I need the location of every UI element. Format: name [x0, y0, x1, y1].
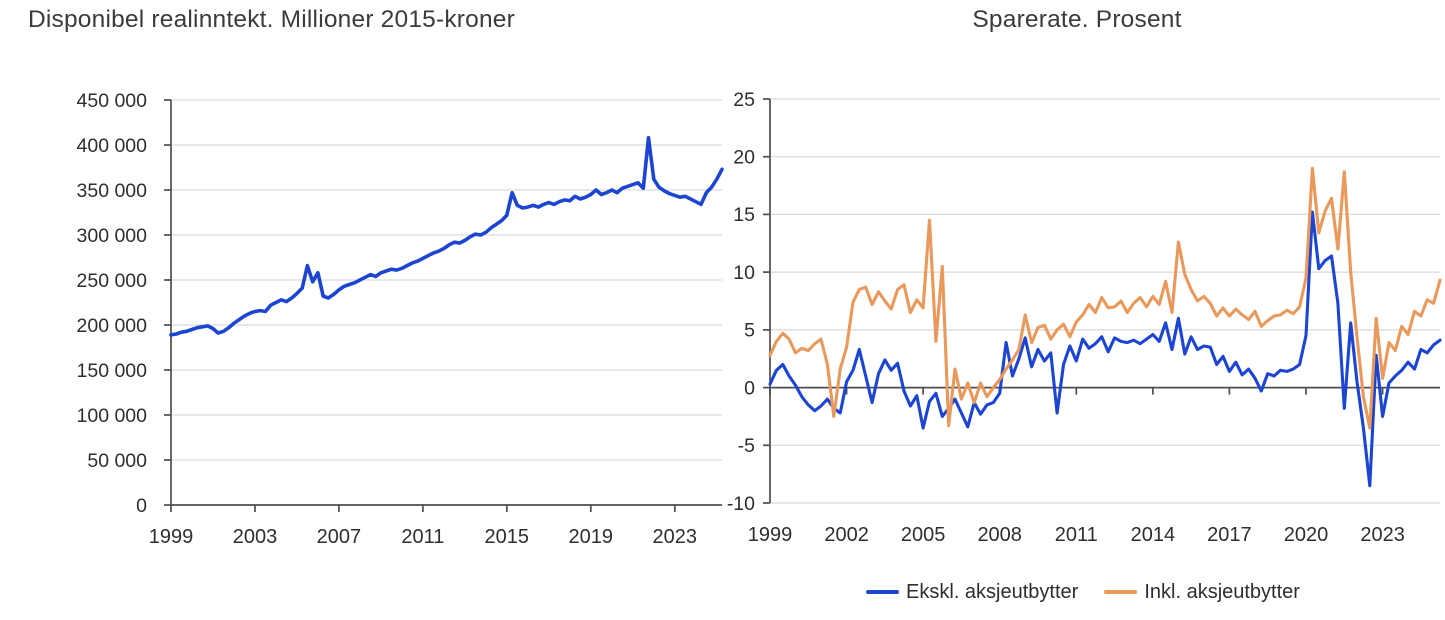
y-tick-label: 150 000 — [77, 360, 148, 382]
legend-swatch-orange-line — [1104, 589, 1138, 595]
legend-item-ekskl: Ekskl. aksjeutbytter — [866, 581, 1078, 604]
x-tick-label: 2003 — [233, 526, 278, 548]
series-line-inkl-aksjeutbytter — [768, 166, 1442, 430]
legend-label: Inkl. aksjeutbytter — [1144, 580, 1300, 603]
x-tick-label: 1999 — [748, 524, 793, 546]
y-tick-label: 5 — [744, 320, 755, 342]
y-tick-label: 0 — [744, 377, 755, 399]
x-tick-label: 2011 — [1055, 524, 1098, 546]
y-tick-label: -10 — [727, 493, 755, 515]
x-tick-label: 2020 — [1284, 524, 1329, 546]
y-tick-label: -5 — [738, 435, 755, 457]
x-tick-label: 2011 — [401, 526, 444, 548]
series-line-ekskl-aksjeutbytter — [768, 210, 1442, 488]
y-tick-label: 25 — [733, 89, 755, 111]
y-tick-label: 450 000 — [77, 90, 148, 112]
y-tick-label: 10 — [733, 262, 755, 284]
y-tick-label: 400 000 — [77, 135, 148, 157]
right-chart-legend: Ekskl. aksjeutbytter Inkl. aksjeutbytter — [748, 574, 1418, 610]
y-tick-label: 20 — [733, 147, 755, 169]
x-tick-label: 2023 — [1360, 524, 1405, 546]
legend-item-inkl: Inkl. aksjeutbytter — [1104, 581, 1300, 604]
legend-swatch-blue-line — [866, 589, 900, 595]
x-tick-label: 2007 — [317, 526, 362, 548]
y-tick-label: 200 000 — [77, 315, 148, 337]
x-tick-label: 2005 — [901, 524, 946, 546]
x-tick-label: 2014 — [1131, 524, 1176, 546]
x-tick-label: 1999 — [149, 526, 194, 548]
y-tick-label: 100 000 — [77, 405, 148, 427]
x-tick-label: 2017 — [1207, 524, 1252, 546]
x-tick-label: 2015 — [485, 526, 530, 548]
right-chart-title: Sparerate. Prosent — [972, 6, 1182, 33]
y-tick-label: 350 000 — [77, 180, 148, 202]
y-tick-label: 300 000 — [77, 225, 148, 247]
legend-label: Ekskl. aksjeutbytter — [906, 580, 1079, 603]
y-tick-label: 50 000 — [87, 450, 147, 472]
x-tick-label: 2002 — [824, 524, 869, 546]
y-tick-label: 250 000 — [77, 270, 148, 292]
x-tick-label: 2023 — [653, 526, 698, 548]
y-tick-label: 0 — [136, 495, 147, 517]
left-chart-title: Disponibel realinntekt. Millioner 2015-k… — [28, 6, 515, 33]
series-line-disponibel-realinntekt — [169, 136, 724, 337]
x-tick-label: 2019 — [569, 526, 614, 548]
x-tick-label: 2008 — [977, 524, 1022, 546]
y-tick-label: 15 — [733, 204, 755, 226]
